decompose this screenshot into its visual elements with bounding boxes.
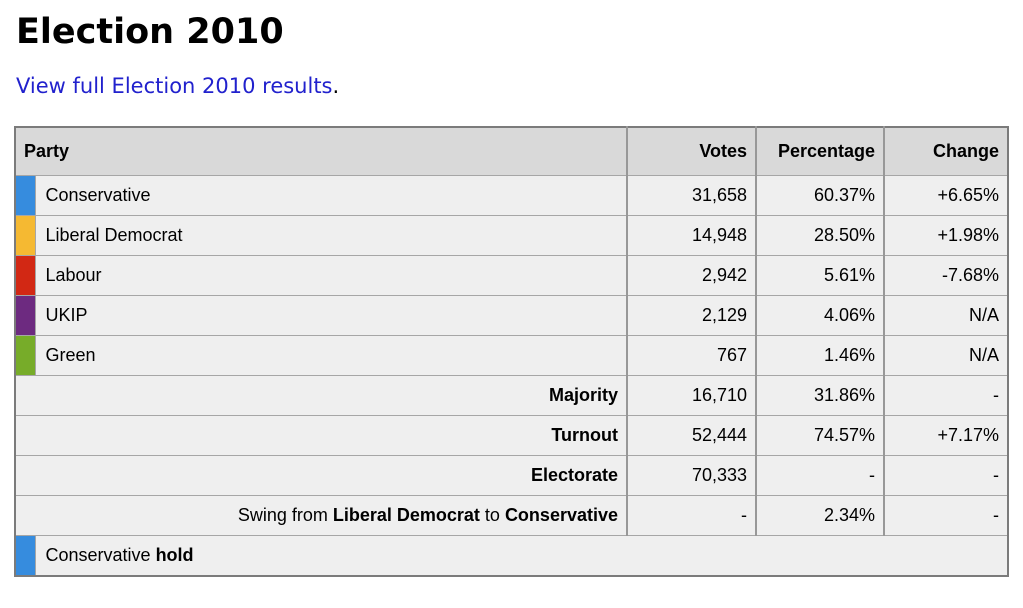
party-color-swatch <box>14 295 36 337</box>
summary-label: Turnout <box>14 415 628 457</box>
party-name: UKIP <box>34 295 628 337</box>
swing-to-party: Conservative <box>504 505 618 526</box>
party-color-swatch <box>14 175 36 217</box>
swing-label: Swing from Liberal Democrat to Conservat… <box>14 495 628 537</box>
summary-label: Electorate <box>14 455 628 497</box>
votes-value: 2,942 <box>626 255 757 297</box>
percentage-value: 4.06% <box>755 295 885 337</box>
change-value: - <box>883 495 1009 537</box>
page-title: Election 2010 <box>16 12 284 52</box>
party-name: Labour <box>34 255 628 297</box>
election-results-table: Party Votes Percentage Change Conservati… <box>14 126 1009 578</box>
change-value: +6.65% <box>883 175 1009 217</box>
votes-value: 14,948 <box>626 215 757 257</box>
percentage-value: 28.50% <box>755 215 885 257</box>
result-hold-label: hold <box>155 545 194 566</box>
table-row-labour: Labour 2,942 5.61% -7.68% <box>14 255 1009 297</box>
percentage-value: 1.46% <box>755 335 885 377</box>
change-value: +1.98% <box>883 215 1009 257</box>
table-row-ukip: UKIP 2,129 4.06% N/A <box>14 295 1009 337</box>
table-row-turnout: Turnout 52,444 74.57% +7.17% <box>14 415 1009 457</box>
swing-prefix: Swing from <box>237 505 333 526</box>
header-percentage: Percentage <box>755 126 885 177</box>
change-value: - <box>883 455 1009 497</box>
swing-from-party: Liberal Democrat <box>332 505 480 526</box>
table-row-liberal-democrat: Liberal Democrat 14,948 28.50% +1.98% <box>14 215 1009 257</box>
result-party: Conservative <box>45 545 156 566</box>
table-row-conservative: Conservative 31,658 60.37% +6.65% <box>14 175 1009 217</box>
party-color-swatch <box>14 255 36 297</box>
view-results-line: View full Election 2010 results. <box>16 74 1009 99</box>
party-name: Green <box>34 335 628 377</box>
votes-value: 52,444 <box>626 415 757 457</box>
table-row-result: Conservative hold <box>14 535 1009 577</box>
header-change: Change <box>883 126 1009 177</box>
party-color-swatch <box>14 215 36 257</box>
change-value: +7.17% <box>883 415 1009 457</box>
party-name: Conservative <box>34 175 628 217</box>
percentage-value: 5.61% <box>755 255 885 297</box>
percentage-value: 31.86% <box>755 375 885 417</box>
percentage-value: 60.37% <box>755 175 885 217</box>
table-row-majority: Majority 16,710 31.86% - <box>14 375 1009 417</box>
party-name: Liberal Democrat <box>34 215 628 257</box>
result-status: Conservative hold <box>34 535 1009 577</box>
change-value: -7.68% <box>883 255 1009 297</box>
swing-mid: to <box>479 505 505 526</box>
party-color-swatch <box>14 535 36 577</box>
party-color-swatch <box>14 335 36 377</box>
header-party: Party <box>14 126 628 177</box>
change-value: - <box>883 375 1009 417</box>
percentage-value: 2.34% <box>755 495 885 537</box>
table-header-row: Party Votes Percentage Change <box>14 126 1009 177</box>
header-votes: Votes <box>626 126 757 177</box>
votes-value: 767 <box>626 335 757 377</box>
table-row-green: Green 767 1.46% N/A <box>14 335 1009 377</box>
votes-value: 16,710 <box>626 375 757 417</box>
votes-value: 2,129 <box>626 295 757 337</box>
link-suffix: . <box>332 74 340 99</box>
summary-label: Majority <box>14 375 628 417</box>
table-row-electorate: Electorate 70,333 - - <box>14 455 1009 497</box>
percentage-value: - <box>755 455 885 497</box>
votes-value: 31,658 <box>626 175 757 217</box>
percentage-value: 74.57% <box>755 415 885 457</box>
change-value: N/A <box>883 295 1009 337</box>
change-value: N/A <box>883 335 1009 377</box>
votes-value: - <box>626 495 757 537</box>
votes-value: 70,333 <box>626 455 757 497</box>
view-full-results-link[interactable]: View full Election 2010 results <box>16 74 333 99</box>
table-row-swing: Swing from Liberal Democrat to Conservat… <box>14 495 1009 537</box>
